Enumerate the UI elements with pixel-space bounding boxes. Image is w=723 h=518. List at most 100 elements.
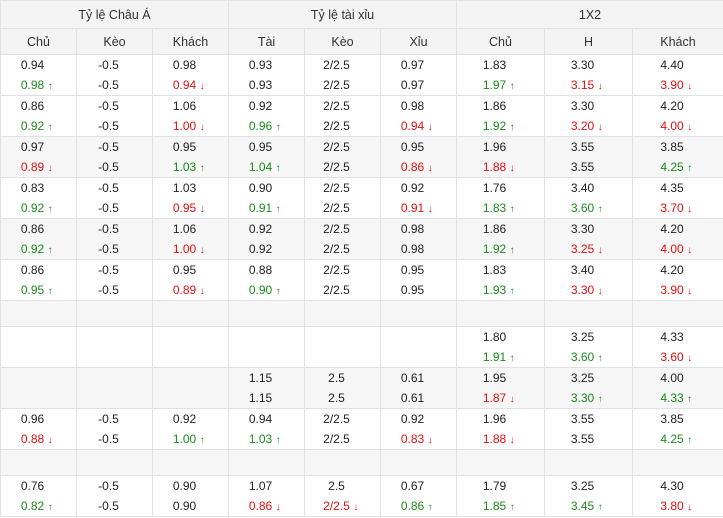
- opening-odds-line: 4.30: [633, 476, 723, 496]
- current-odds-line: 3.55: [545, 429, 632, 449]
- arrow-up-icon: ↑: [594, 390, 606, 410]
- arrow-down-icon: ↓: [350, 498, 362, 518]
- current-odds: 3.25: [571, 239, 594, 259]
- arrow-up-icon: ↑: [272, 431, 284, 451]
- home-odds-cell: [1, 327, 77, 368]
- opening-odds: 2/2.5: [323, 178, 350, 198]
- opening-odds-line: 0.96: [1, 409, 76, 429]
- arrow-down-icon: ↓: [684, 282, 696, 302]
- arrow-down-icon: ↓: [506, 431, 518, 451]
- under-odds-cell: [381, 327, 457, 368]
- current-odds-line: 0.95↓: [153, 198, 228, 218]
- arrow-up-icon: ↑: [272, 200, 284, 220]
- current-odds: 0.86: [401, 157, 424, 177]
- current-odds: 0.95: [21, 280, 44, 300]
- current-odds: 3.60: [660, 347, 683, 367]
- current-odds-line: 3.20↓: [545, 116, 632, 136]
- current-odds: 3.90: [660, 280, 683, 300]
- current-odds: 4.33: [660, 388, 683, 408]
- opening-odds: 0.98: [401, 219, 424, 239]
- current-odds-line: 1.88↓: [457, 157, 544, 177]
- opening-odds: 0.94: [21, 55, 44, 75]
- opening-odds-line: 0.90: [229, 178, 304, 198]
- current-odds-line: 0.89↓: [153, 280, 228, 300]
- current-odds: 3.80: [660, 496, 683, 516]
- current-odds: 1.83: [483, 198, 506, 218]
- current-odds-line: 3.45↑: [545, 496, 632, 516]
- arrow-up-icon: ↑: [272, 118, 284, 138]
- current-odds: 4.00: [660, 239, 683, 259]
- current-odds-line: 0.83↓: [381, 429, 456, 449]
- current-odds-line: 3.60↑: [545, 198, 632, 218]
- opening-odds: -0.5: [98, 476, 119, 496]
- opening-odds: 4.20: [660, 260, 683, 280]
- opening-odds: 0.61: [401, 368, 424, 388]
- current-odds: 1.00: [173, 429, 196, 449]
- arrow-up-icon: ↑: [196, 159, 208, 179]
- opening-odds-line: 1.96: [457, 137, 544, 157]
- opening-odds: 3.30: [571, 96, 594, 116]
- current-odds: 0.82: [21, 496, 44, 516]
- opening-odds-line: 0.92: [381, 178, 456, 198]
- current-odds-line: 1.03↑: [153, 157, 228, 177]
- arrow-down-icon: ↓: [196, 77, 208, 97]
- current-odds-line: 1.00↓: [153, 239, 228, 259]
- handicap-line-cell: -0.5-0.5: [77, 219, 153, 260]
- arrow-down-icon: ↓: [196, 241, 208, 261]
- current-odds: -0.5: [98, 198, 119, 218]
- arrow-down-icon: ↓: [196, 282, 208, 302]
- opening-odds-line: 0.98: [153, 55, 228, 75]
- arrow-down-icon: ↓: [684, 349, 696, 369]
- arrow-down-icon: ↓: [684, 77, 696, 97]
- current-odds-line: [77, 388, 152, 408]
- opening-odds: 0.86: [21, 96, 44, 116]
- opening-odds-line: 0.97: [1, 137, 76, 157]
- opening-odds-line: 2/2.5: [305, 96, 380, 116]
- handicap-line-cell: -0.5-0.5: [77, 476, 153, 517]
- opening-odds: 4.20: [660, 219, 683, 239]
- opening-odds: 1.83: [483, 260, 506, 280]
- current-odds: 2/2.5: [323, 157, 350, 177]
- current-odds-line: [153, 388, 228, 408]
- arrow-down-icon: ↓: [424, 431, 436, 451]
- current-odds-line: 3.80↓: [633, 496, 723, 516]
- current-odds-line: -0.5: [77, 280, 152, 300]
- opening-odds: 0.92: [173, 409, 196, 429]
- opening-odds: 0.92: [401, 409, 424, 429]
- opening-odds: 2.5: [328, 476, 345, 496]
- opening-odds-line: [153, 327, 228, 347]
- current-odds: 2/2.5: [323, 75, 350, 95]
- arrow-up-icon: ↑: [506, 77, 518, 97]
- current-odds: 0.91: [401, 198, 424, 218]
- current-odds: 1.87: [483, 388, 506, 408]
- current-odds: 0.92: [249, 239, 272, 259]
- opening-odds: 1.76: [483, 178, 506, 198]
- current-odds-line: [229, 347, 304, 367]
- opening-odds: 3.30: [571, 219, 594, 239]
- opening-odds-line: 0.98: [381, 96, 456, 116]
- current-odds-line: 0.88↓: [1, 429, 76, 449]
- opening-odds-line: 1.03: [153, 178, 228, 198]
- opening-odds: 3.25: [571, 476, 594, 496]
- opening-odds-line: 0.61: [381, 368, 456, 388]
- empty-cell: [1, 450, 77, 476]
- empty-cell: [305, 301, 381, 327]
- opening-odds-line: 1.96: [457, 409, 544, 429]
- current-odds-line: 0.82↑: [1, 496, 76, 516]
- opening-odds-line: -0.5: [77, 260, 152, 280]
- opening-odds-line: 2.5: [305, 476, 380, 496]
- handicap-line-cell: -0.5-0.5: [77, 178, 153, 219]
